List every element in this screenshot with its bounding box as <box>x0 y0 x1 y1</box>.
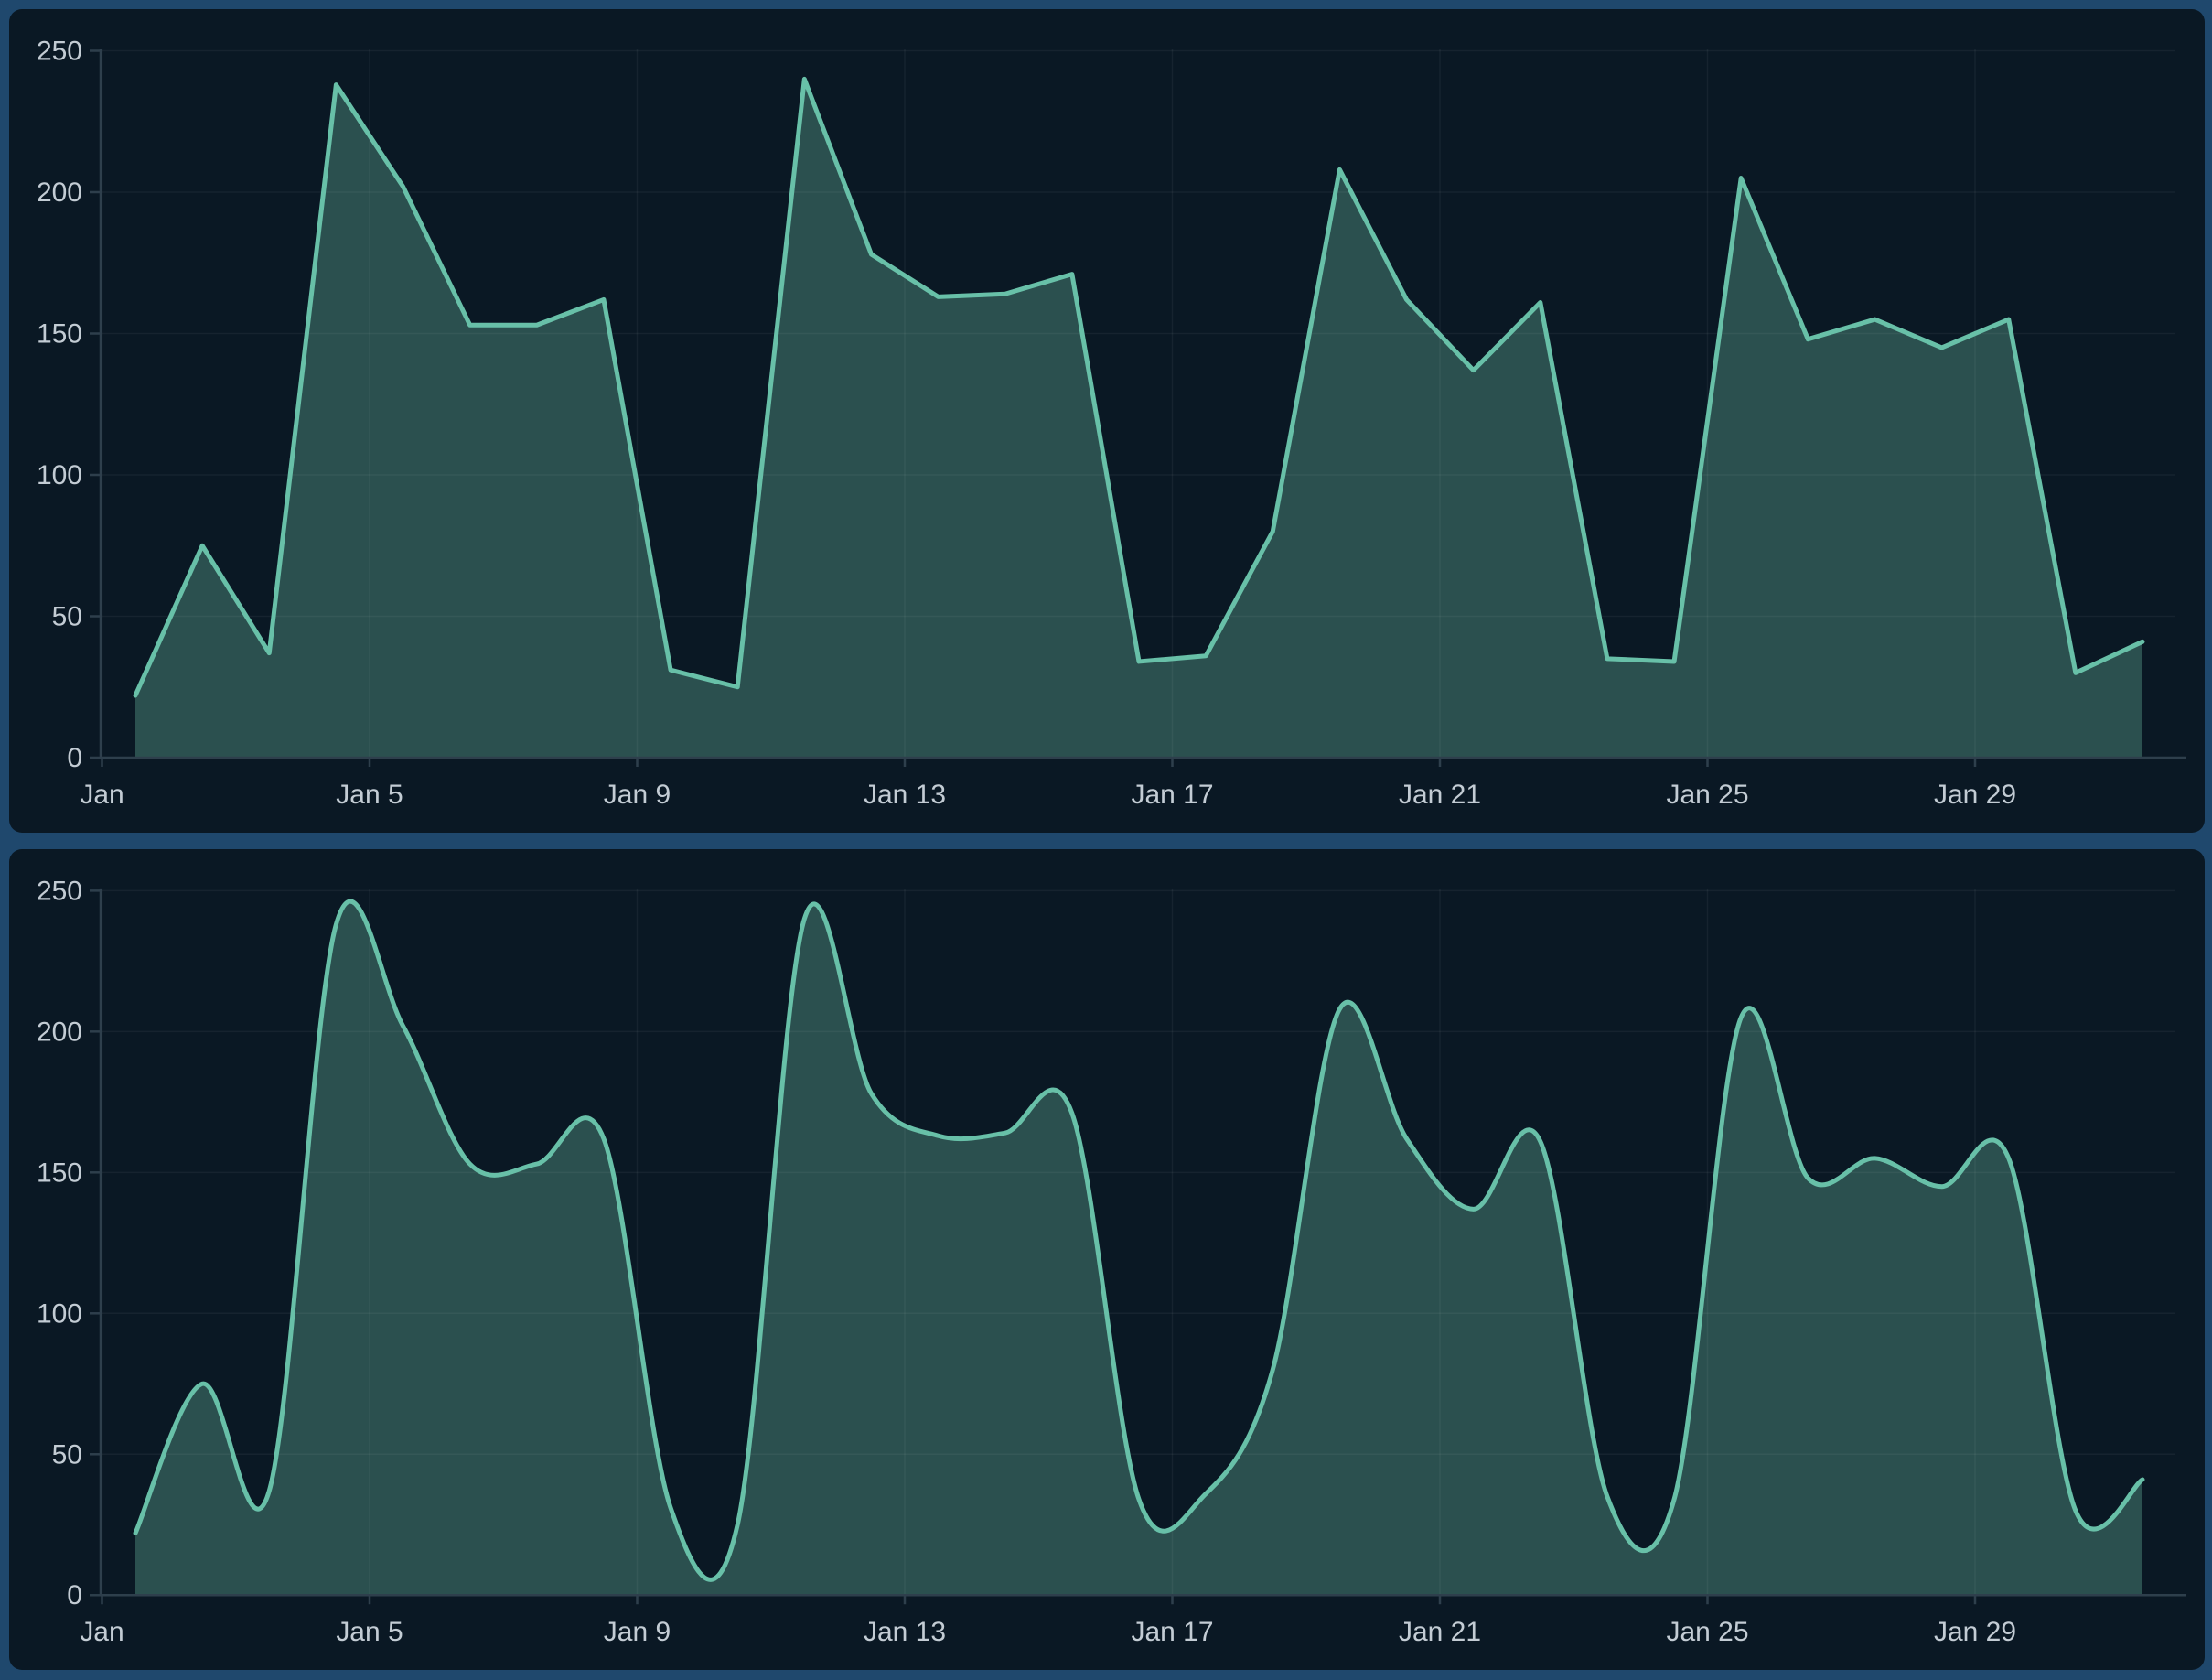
x-tick-label: Jan 13 <box>864 1617 946 1647</box>
chart-panel-linear: 0 50 100 150 200 250 Jan Jan 5 Jan 9 Jan 13 Jan 17… <box>9 9 2205 833</box>
x-tick-label: Jan 13 <box>864 780 946 810</box>
x-tick-label: Jan 5 <box>336 1617 403 1647</box>
area-chart-smooth: 0 50 100 150 200 250 Jan Jan 5 Jan 9 Jan 13 Jan 17… <box>37 876 2186 1647</box>
y-tick-label: 0 <box>67 1580 82 1610</box>
x-tick-label: Jan 9 <box>604 1617 671 1647</box>
y-tick-label: 200 <box>37 1017 82 1047</box>
x-tick-label: Jan <box>80 1617 123 1647</box>
y-tick-label: 100 <box>37 460 82 490</box>
area-chart-linear: 0 50 100 150 200 250 Jan Jan 5 Jan 9 Jan 13 Jan 17… <box>37 37 2186 810</box>
y-tick-label: 200 <box>37 178 82 208</box>
x-tick-label: Jan 9 <box>604 780 671 810</box>
x-tick-label: Jan 25 <box>1666 780 1748 810</box>
x-tick-label: Jan 25 <box>1666 1617 1748 1647</box>
x-tick-label: Jan 21 <box>1399 780 1481 810</box>
x-tick-label: Jan 29 <box>1934 1617 2016 1647</box>
series-area-fill <box>135 901 2142 1596</box>
series-area-fill <box>135 79 2142 758</box>
y-tick-label: 150 <box>37 1158 82 1188</box>
chart-panel-smooth: 0 50 100 150 200 250 Jan Jan 5 Jan 9 Jan 13 Jan 17… <box>9 849 2205 1670</box>
y-tick-label: 50 <box>52 602 82 632</box>
x-tick-label: Jan 21 <box>1399 1617 1481 1647</box>
y-tick-label: 0 <box>67 743 82 773</box>
x-tick-label: Jan <box>80 780 123 810</box>
y-tick-label: 250 <box>37 37 82 67</box>
y-tick-label: 250 <box>37 876 82 906</box>
x-tick-label: Jan 29 <box>1934 780 2016 810</box>
x-tick-label: Jan 17 <box>1131 780 1213 810</box>
y-tick-label: 100 <box>37 1298 82 1329</box>
y-tick-label: 50 <box>52 1439 82 1470</box>
series-line <box>133 76 2145 698</box>
series-line <box>133 899 2145 1582</box>
x-tick-label: Jan 5 <box>336 780 403 810</box>
y-tick-label: 150 <box>37 319 82 350</box>
x-tick-label: Jan 17 <box>1131 1617 1213 1647</box>
